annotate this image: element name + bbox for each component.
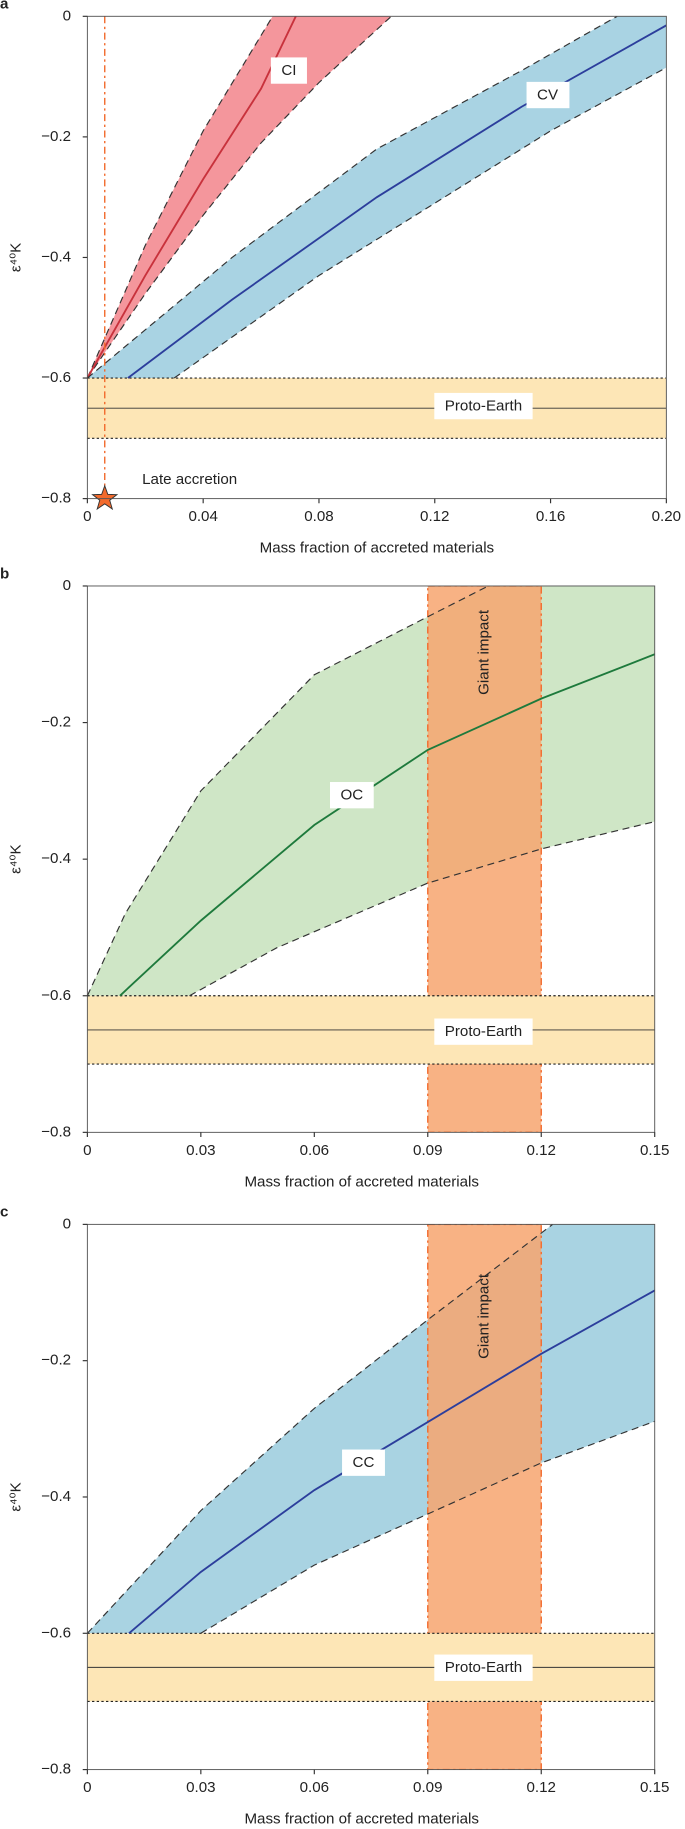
plot-area	[87, 585, 655, 1133]
model-bound	[189, 821, 655, 997]
reference-label: Proto-Earth	[445, 1023, 522, 1040]
x-tick-label: 0.12	[527, 1779, 556, 1796]
panel-letter: c	[0, 1204, 8, 1221]
impact-label: Giant impact	[476, 609, 493, 695]
y-tick-label: 0	[63, 577, 71, 594]
reference-label-box	[434, 1018, 533, 1045]
y-tick-label: −0.4	[41, 1488, 71, 1505]
accretion-label: Late accretion	[142, 471, 237, 488]
x-tick-label: 0	[83, 1779, 91, 1796]
model-label: CI	[281, 62, 296, 79]
model-bound	[173, 67, 667, 379]
y-tick-label: 0	[63, 1215, 71, 1232]
reference-label-box	[434, 1654, 533, 1681]
y-tick-label: −0.2	[41, 128, 71, 145]
model-label: CC	[353, 1454, 375, 1471]
model-label: CV	[537, 87, 559, 104]
y-tick-label: −0.4	[41, 248, 71, 265]
model-bound	[87, 16, 274, 379]
x-tick-label: 0	[83, 508, 91, 525]
x-tick-label: 0	[83, 1142, 91, 1159]
x-tick-label: 0.06	[300, 1779, 329, 1796]
reference-label: Proto-Earth	[445, 1659, 522, 1676]
model-label-box	[342, 1449, 385, 1476]
model-band	[87, 16, 392, 379]
x-tick-label: 0.08	[304, 508, 333, 525]
y-tick-label: −0.4	[41, 850, 71, 867]
model-label-box	[526, 81, 570, 109]
x-tick-label: 0.09	[413, 1779, 442, 1796]
reference-label-box	[434, 392, 533, 420]
model-bound	[200, 1420, 655, 1634]
x-tick-label: 0.09	[413, 1142, 442, 1159]
x-tick-label: 0.16	[536, 508, 565, 525]
model-bound	[87, 16, 392, 379]
plot-area	[87, 16, 667, 439]
x-tick-label: 0.06	[300, 1142, 329, 1159]
y-axis-label: ε⁴⁰K	[7, 844, 24, 873]
panel: 0 0.03 0.06 0.09 0.12 0.15 −0.8 −0.6 −0.4 −0.2 0 Ma…	[0, 1204, 669, 1828]
accretion-star	[91, 484, 119, 511]
y-tick-label: −0.6	[41, 1624, 71, 1641]
y-tick-label: −0.2	[41, 714, 71, 731]
model-line	[127, 24, 667, 379]
x-tick-label: 0.03	[186, 1779, 215, 1796]
x-tick-label: 0.03	[186, 1142, 215, 1159]
x-tick-label: 0.20	[652, 508, 681, 525]
panel: Late accretion 0 0.04 0.08 0.12 0.16 0.20 −0.8 −…	[0, 0, 681, 557]
model-bound	[87, 1224, 553, 1634]
x-axis-label: Mass fraction of accreted materials	[244, 1811, 479, 1828]
model-label-box	[329, 782, 374, 809]
x-tick-label: 0.12	[420, 508, 449, 525]
x-axis-label: Mass fraction of accreted materials	[260, 540, 495, 557]
impact-label: Giant impact	[476, 1273, 493, 1359]
x-tick-label: 0.12	[527, 1142, 556, 1159]
x-tick-label: 0.15	[640, 1779, 669, 1796]
y-tick-label: −0.2	[41, 1352, 71, 1369]
y-tick-label: −0.8	[41, 490, 71, 507]
x-axis-label: Mass fraction of accreted materials	[244, 1173, 479, 1190]
x-tick-label: 0.04	[188, 508, 217, 525]
model-label-box	[270, 57, 307, 84]
panel-letter: a	[0, 0, 9, 13]
y-tick-label: −0.6	[41, 987, 71, 1004]
model-band	[87, 1224, 655, 1634]
model-bound	[87, 585, 489, 997]
panel: 0 0.03 0.06 0.09 0.12 0.15 −0.8 −0.6 −0.4 −0.2 0 Ma…	[0, 565, 669, 1190]
reference-label: Proto-Earth	[445, 398, 522, 415]
y-tick-label: −0.8	[41, 1761, 71, 1778]
y-axis-label: ε⁴⁰K	[7, 1482, 24, 1511]
x-tick-label: 0.15	[640, 1142, 669, 1159]
model-label: OC	[340, 787, 363, 804]
y-tick-label: −0.6	[41, 369, 71, 386]
y-axis-label: ε⁴⁰K	[7, 243, 24, 272]
y-tick-label: 0	[63, 7, 71, 24]
y-tick-label: −0.8	[41, 1123, 71, 1140]
panel-letter: b	[0, 565, 9, 582]
plot-area	[87, 1224, 655, 1770]
